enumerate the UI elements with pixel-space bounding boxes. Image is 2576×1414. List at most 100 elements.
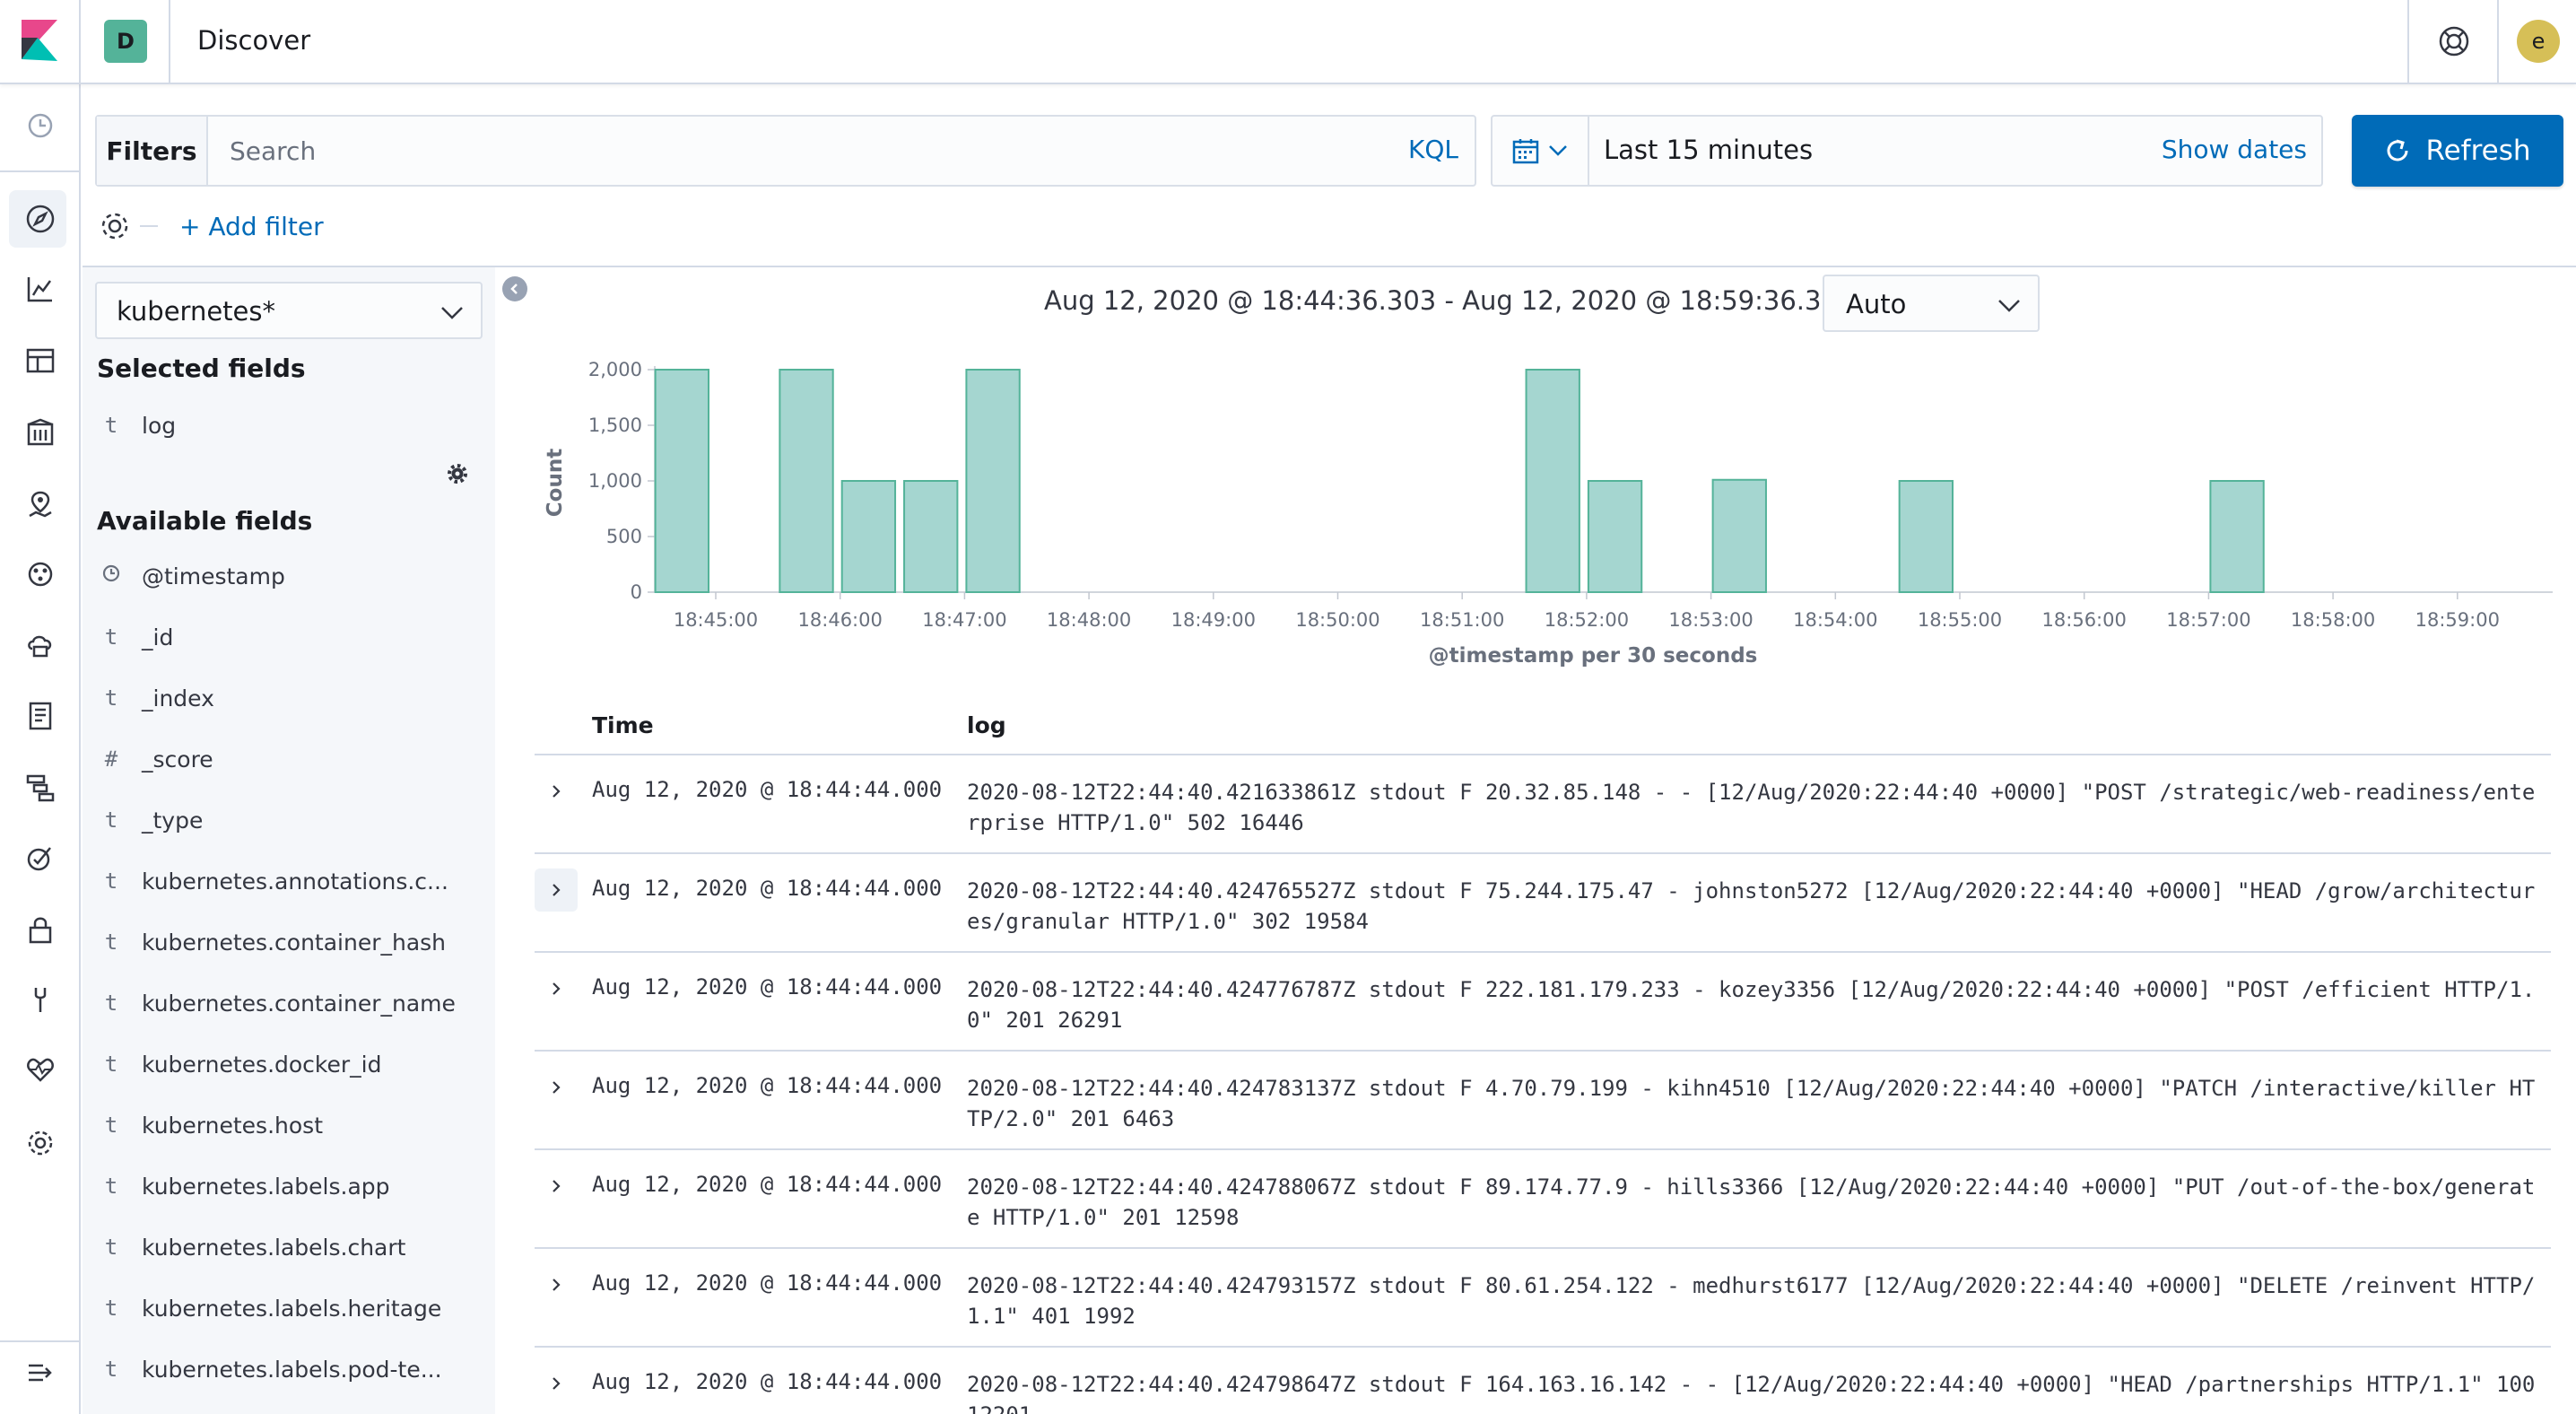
expand-row-button[interactable] <box>535 967 578 1010</box>
table-row: Aug 12, 2020 @ 18:44:44.000 2020-08-12T22… <box>535 953 2551 1052</box>
chevron-down-icon <box>441 307 463 319</box>
field-item[interactable]: t kubernetes.host <box>95 1107 323 1143</box>
x-axis-title: @timestamp per 30 seconds <box>1429 644 1758 668</box>
field-type-icon: t <box>104 991 118 1016</box>
kql-toggle-button[interactable]: KQL <box>1408 135 1458 164</box>
x-tick-label: 18:57:00 <box>2166 609 2250 631</box>
expand-row-button[interactable] <box>535 1362 578 1405</box>
index-pattern-select[interactable]: kubernetes* <box>95 282 483 339</box>
chevron-right-icon <box>553 1081 561 1094</box>
expand-row-button[interactable] <box>535 1263 578 1306</box>
field-item[interactable]: t kubernetes.labels.heritage <box>95 1290 442 1326</box>
search-input[interactable] <box>230 135 1351 167</box>
field-item[interactable]: t kubernetes.container_hash <box>95 924 446 960</box>
uptime-icon[interactable] <box>22 840 58 876</box>
maps-icon[interactable] <box>22 486 58 522</box>
field-type-icon: t <box>104 1357 118 1382</box>
interval-label: Auto <box>1846 289 1907 319</box>
histogram-bar[interactable] <box>965 369 1021 593</box>
dashboard-icon[interactable] <box>22 343 58 379</box>
clock-icon <box>95 563 127 589</box>
apm-icon[interactable] <box>22 770 58 806</box>
kibana-logo[interactable] <box>0 0 81 83</box>
histogram-bar[interactable] <box>840 480 897 593</box>
management-gear-icon[interactable] <box>22 1125 58 1161</box>
field-type-icon: t <box>104 868 118 894</box>
quick-menu-button[interactable] <box>1493 117 1589 185</box>
interval-select[interactable]: Auto <box>1823 275 2040 332</box>
recently-viewed-icon[interactable] <box>22 108 58 144</box>
field-item[interactable]: t kubernetes.labels.pod-te... <box>95 1351 442 1387</box>
field-item[interactable]: t kubernetes.docker_id <box>95 1046 382 1082</box>
filters-button[interactable]: Filters <box>97 117 208 185</box>
column-header-log[interactable]: log <box>967 712 1006 738</box>
x-tick-label: 18:50:00 <box>1295 609 1379 631</box>
x-tick-label: 18:46:00 <box>798 609 883 631</box>
siem-icon[interactable] <box>22 912 58 947</box>
refresh-icon <box>2387 139 2408 161</box>
row-log: 2020-08-12T22:44:40.424793157Z stdout F … <box>967 1273 2536 1329</box>
expand-row-button[interactable] <box>535 1165 578 1208</box>
add-filter-button[interactable]: + Add filter <box>179 211 324 241</box>
y-tick-label: 2,000 <box>588 359 642 380</box>
chevron-right-icon <box>553 785 561 798</box>
histogram-bar[interactable] <box>1525 369 1580 593</box>
canvas-icon[interactable] <box>22 415 58 450</box>
expand-row-button[interactable] <box>535 868 578 912</box>
expand-row-button[interactable] <box>535 770 578 813</box>
collapse-sidebar-button[interactable] <box>502 276 527 301</box>
field-item[interactable]: @timestamp <box>95 558 285 594</box>
field-item[interactable]: t kubernetes.labels.chart <box>95 1229 406 1265</box>
histogram-bar[interactable] <box>779 369 834 593</box>
refresh-button[interactable]: Refresh <box>2352 115 2563 187</box>
collapse-nav-icon[interactable] <box>22 1355 58 1391</box>
space-selector[interactable]: D <box>81 0 170 83</box>
row-time: Aug 12, 2020 @ 18:44:44.000 <box>592 876 943 901</box>
infrastructure-icon[interactable] <box>22 626 58 662</box>
filter-options-gear-icon[interactable] <box>99 210 131 242</box>
field-item[interactable]: t log <box>95 407 176 443</box>
machine-learning-icon[interactable] <box>22 556 58 592</box>
row-log: 2020-08-12T22:44:40.421633861Z stdout F … <box>967 780 2536 835</box>
field-name: kubernetes.container_hash <box>142 929 447 956</box>
discover-icon[interactable] <box>22 201 58 237</box>
x-tick-label: 18:58:00 <box>2291 609 2375 631</box>
visualize-icon[interactable] <box>22 271 58 307</box>
logs-icon[interactable] <box>22 698 58 734</box>
show-dates-button[interactable]: Show dates <box>2161 135 2307 164</box>
histogram-bar[interactable] <box>1711 478 1767 593</box>
histogram-bar[interactable] <box>654 369 709 593</box>
field-item[interactable]: t _id <box>95 619 174 655</box>
space-avatar[interactable]: D <box>104 20 147 63</box>
field-item[interactable]: # _score <box>95 741 213 777</box>
histogram-bar[interactable] <box>2209 480 2265 593</box>
field-item[interactable]: t kubernetes.labels.app <box>95 1168 390 1204</box>
time-range-label[interactable]: Last 15 minutes <box>1604 135 1814 165</box>
user-menu-button[interactable]: e <box>2497 0 2576 83</box>
time-range-text: Aug 12, 2020 @ 18:44:36.303 - Aug 12, 20… <box>1044 285 1889 316</box>
field-item[interactable]: t kubernetes.annotations.c... <box>95 863 448 899</box>
y-tick-label: 1,500 <box>588 415 642 436</box>
chevron-right-icon <box>553 1377 561 1390</box>
dev-tools-icon[interactable] <box>22 982 58 1017</box>
field-settings-gear-icon[interactable] <box>447 463 468 484</box>
selected-fields-title: Selected fields <box>97 354 306 383</box>
field-type-icon: t <box>104 1235 118 1260</box>
help-menu-button[interactable] <box>2407 0 2497 83</box>
help-icon <box>2439 26 2469 57</box>
histogram-bar[interactable] <box>903 480 959 593</box>
user-avatar[interactable]: e <box>2517 20 2560 63</box>
field-item[interactable]: t kubernetes.container_name <box>95 985 456 1021</box>
row-time: Aug 12, 2020 @ 18:44:44.000 <box>592 1270 943 1296</box>
monitoring-icon[interactable] <box>22 1052 58 1087</box>
histogram-bar[interactable] <box>1898 480 1954 593</box>
field-type-icon: t <box>104 1174 118 1199</box>
x-tick-label: 18:48:00 <box>1047 609 1131 631</box>
histogram-chart[interactable]: 0 500 1,000 1,500 2,000 18:45:00 18:46:00 18:47… <box>535 346 2562 669</box>
field-item[interactable]: t _type <box>95 802 204 838</box>
column-header-time[interactable]: Time <box>592 712 654 738</box>
x-tick-label: 18:47:00 <box>922 609 1006 631</box>
expand-row-button[interactable] <box>535 1066 578 1109</box>
histogram-bar[interactable] <box>1587 480 1643 593</box>
field-item[interactable]: t _index <box>95 680 214 716</box>
